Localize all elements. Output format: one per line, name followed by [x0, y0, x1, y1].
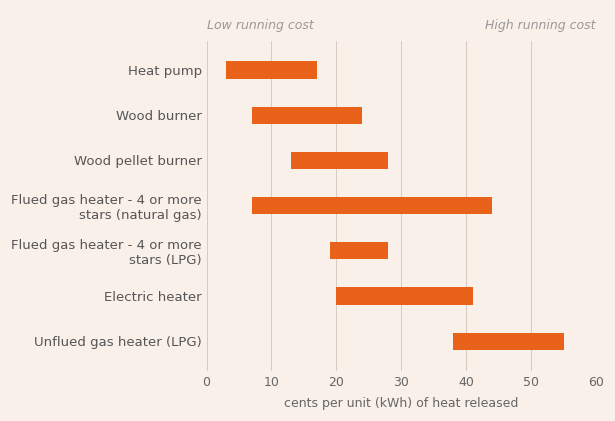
Bar — [291, 152, 388, 169]
Bar — [252, 197, 492, 214]
Text: Low running cost: Low running cost — [207, 19, 314, 32]
X-axis label: cents per unit (kWh) of heat released: cents per unit (kWh) of heat released — [284, 397, 518, 410]
Bar — [252, 107, 362, 124]
Bar — [226, 61, 317, 79]
Bar — [330, 242, 388, 259]
Text: High running cost: High running cost — [485, 19, 596, 32]
Bar — [336, 288, 473, 305]
Bar — [453, 333, 563, 350]
